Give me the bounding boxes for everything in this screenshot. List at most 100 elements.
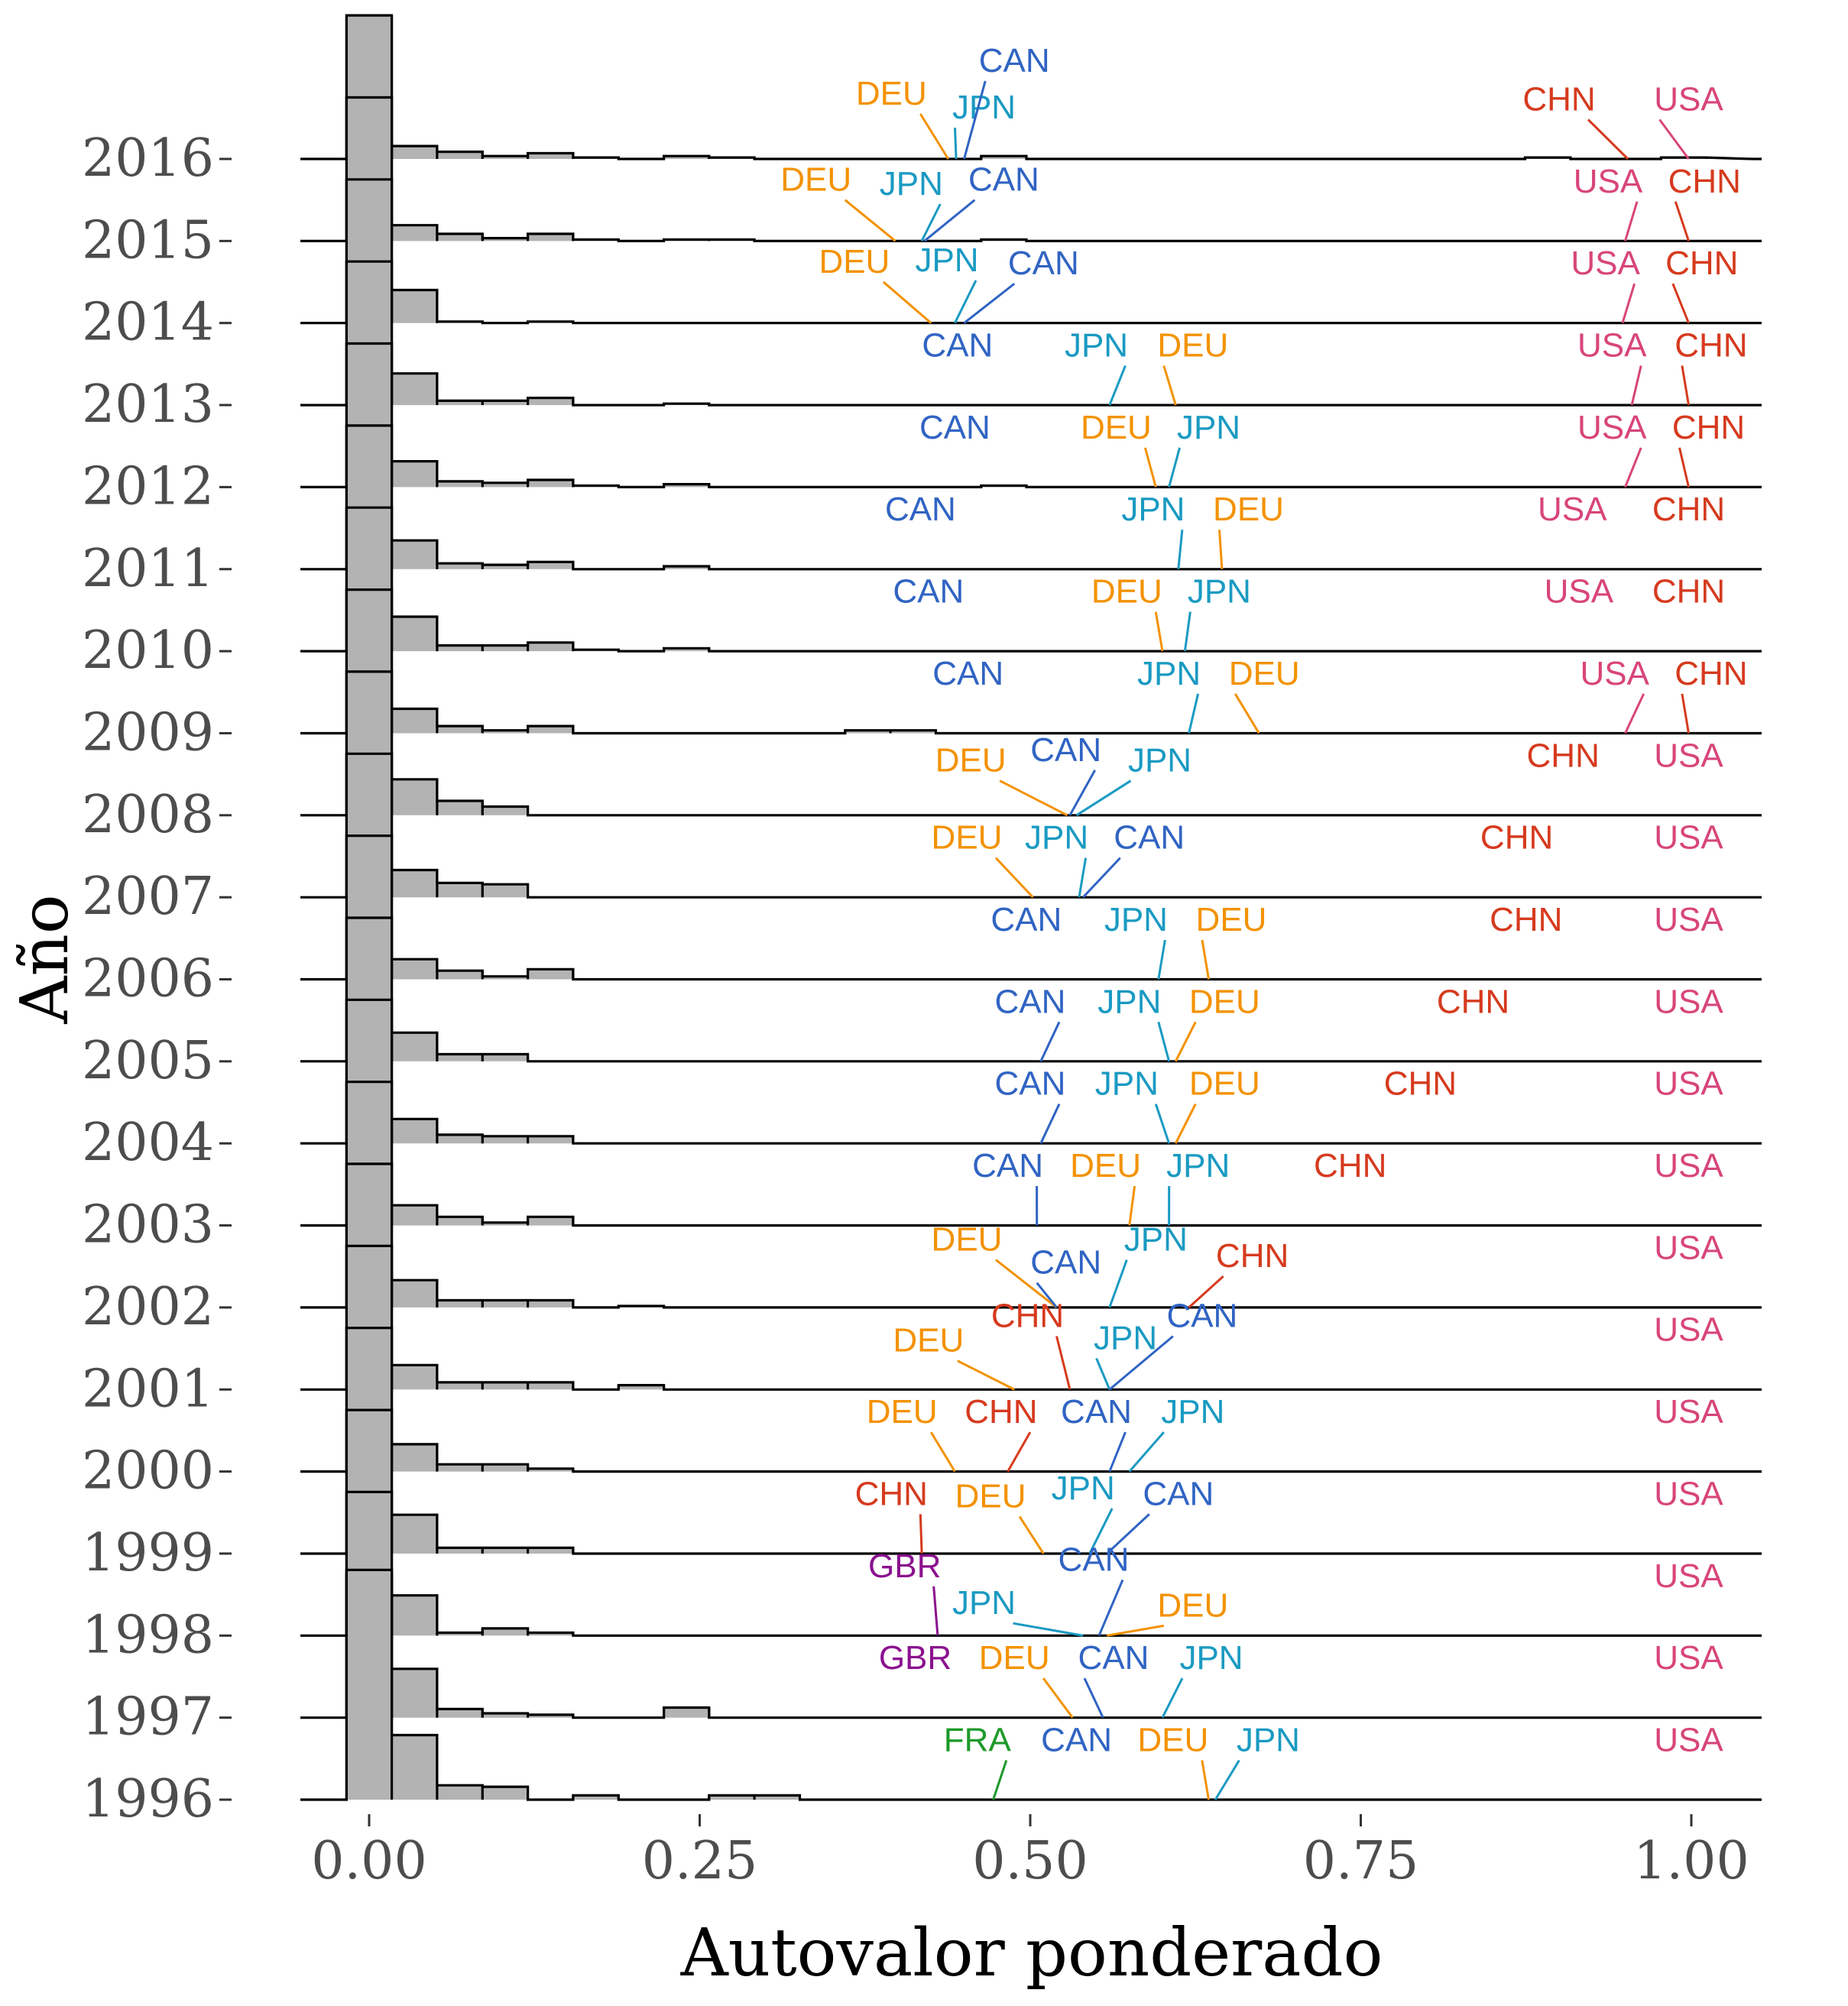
leader-2008-can (1068, 770, 1097, 816)
leader-1999-can (1106, 1513, 1150, 1555)
country-label-2003-usa: USA (1654, 1147, 1723, 1184)
country-label-2010-can: CAN (893, 573, 964, 611)
country-label-2015-usa: USA (1574, 163, 1643, 200)
country-label-2008-usa: USA (1654, 737, 1723, 774)
country-label-2013-jpn: JPN (1065, 327, 1128, 365)
leader-2012-deu (1143, 447, 1157, 488)
country-label-2013-deu: DEU (1157, 327, 1228, 365)
leader-2004-jpn (1154, 1103, 1171, 1144)
leader-2015-usa (1624, 201, 1639, 241)
leader-1996-fra (992, 1760, 1008, 1800)
y-tick-label-2010: 2010 (82, 621, 214, 681)
country-label-1997-can: CAN (1078, 1639, 1149, 1677)
leader-2009-usa (1624, 693, 1645, 734)
y-tick-label-1996: 1996 (82, 1769, 214, 1829)
x-tick-label-0.75: 0.75 (1303, 1831, 1418, 1891)
leader-1998-deu (1107, 1624, 1165, 1637)
country-label-2003-jpn: JPN (1166, 1147, 1230, 1184)
country-label-2014-chn: CHN (1665, 245, 1738, 282)
country-label-2011-can: CAN (885, 491, 956, 528)
country-label-2007-chn: CHN (1480, 819, 1553, 857)
y-tick-label-2004: 2004 (82, 1113, 214, 1173)
ridge-outline-1999 (300, 1408, 1762, 1555)
ridge-outline-2003 (300, 1081, 1762, 1227)
y-tick-label-2016: 2016 (82, 128, 214, 189)
ridge-2008 (300, 670, 1762, 817)
country-label-2011-usa: USA (1538, 491, 1607, 528)
country-label-2002-deu: DEU (932, 1221, 1003, 1259)
ridge-outline-2014 (300, 178, 1762, 325)
country-label-1996-can: CAN (1041, 1722, 1112, 1759)
ridge-outline-2013 (300, 260, 1762, 407)
country-label-1998-can: CAN (1059, 1541, 1130, 1578)
ridge-2006 (300, 834, 1762, 981)
country-label-2004-chn: CHN (1384, 1065, 1457, 1103)
country-label-2016-deu: DEU (856, 75, 927, 112)
leader-2005-jpn (1157, 1021, 1171, 1062)
leader-2000-can (1108, 1431, 1127, 1473)
ridge-outline-2000 (300, 1327, 1762, 1473)
y-tick-label-1999: 1999 (82, 1523, 214, 1583)
country-label-2004-can: CAN (995, 1065, 1066, 1103)
country-label-2000-deu: DEU (867, 1393, 938, 1431)
ridge-1999 (300, 1408, 1762, 1555)
ridges-layer (300, 14, 1762, 1801)
country-label-2014-usa: USA (1571, 245, 1640, 282)
ridge-fill-1999 (300, 1410, 1762, 1554)
ridge-1996 (300, 1568, 1762, 1801)
y-tick-label-2009: 2009 (82, 702, 214, 763)
country-label-2013-usa: USA (1577, 327, 1647, 365)
country-label-2012-deu: DEU (1081, 409, 1152, 446)
ridge-outline-2006 (300, 834, 1762, 981)
leader-1996-deu (1201, 1760, 1210, 1800)
leader-2014-usa (1621, 283, 1636, 324)
country-label-2000-chn: CHN (965, 1393, 1037, 1431)
country-label-2004-usa: USA (1654, 1065, 1723, 1103)
leader-2016-chn (1587, 118, 1629, 160)
leader-2016-usa (1658, 118, 1690, 160)
leader-2008-jpn (1075, 779, 1132, 817)
country-label-2012-chn: CHN (1672, 409, 1745, 446)
leader-2016-can (963, 80, 987, 160)
country-label-2002-usa: USA (1654, 1229, 1723, 1266)
y-axis: 2016 2015 2014 2013 2012 2011 2010 2009 2008 2007… (82, 128, 232, 1829)
leader-1998-gbr (932, 1586, 939, 1636)
leader-2012-jpn (1168, 447, 1181, 488)
ridge-2009 (300, 588, 1762, 735)
y-tick-label-1997: 1997 (82, 1687, 214, 1748)
country-label-1996-fra: FRA (944, 1722, 1012, 1759)
ridge-outline-2009 (300, 588, 1762, 735)
country-label-2010-chn: CHN (1652, 573, 1725, 611)
leader-2002-can (1036, 1282, 1058, 1308)
country-label-2008-can: CAN (1030, 731, 1101, 769)
leader-2013-deu (1162, 365, 1177, 406)
country-label-1996-deu: DEU (1137, 1722, 1208, 1759)
y-tick-label-2005: 2005 (82, 1031, 214, 1091)
country-label-1999-jpn: JPN (1052, 1470, 1115, 1507)
country-label-2009-jpn: JPN (1137, 655, 1201, 692)
leader-2015-chn (1674, 201, 1690, 241)
country-label-2007-usa: USA (1654, 819, 1723, 857)
country-label-2007-deu: DEU (932, 819, 1003, 857)
y-tick-label-2002: 2002 (82, 1277, 214, 1337)
country-label-2004-deu: DEU (1189, 1065, 1260, 1103)
x-tick-label-0.50: 0.50 (972, 1831, 1088, 1891)
country-label-2001-can: CAN (1166, 1298, 1237, 1335)
leader-2004-deu (1174, 1103, 1197, 1144)
y-tick-label-2013: 2013 (82, 374, 214, 435)
ridge-fill-2013 (300, 261, 1762, 406)
country-label-2006-usa: USA (1654, 901, 1723, 938)
x-tick-label-0.25: 0.25 (642, 1831, 757, 1891)
ridge-1998 (300, 1490, 1762, 1637)
leader-2004-can (1039, 1103, 1061, 1144)
country-label-1998-jpn: JPN (952, 1584, 1016, 1622)
leader-2000-chn (1007, 1431, 1032, 1473)
leader-2001-chn (1055, 1336, 1072, 1390)
country-label-2006-deu: DEU (1196, 901, 1267, 938)
country-label-2002-can: CAN (1030, 1244, 1101, 1282)
country-label-2005-usa: USA (1654, 983, 1723, 1020)
country-label-2014-jpn: JPN (915, 241, 978, 279)
country-label-2003-chn: CHN (1314, 1147, 1386, 1184)
country-label-2012-jpn: JPN (1177, 409, 1240, 446)
ridge-outline-2004 (300, 998, 1762, 1145)
